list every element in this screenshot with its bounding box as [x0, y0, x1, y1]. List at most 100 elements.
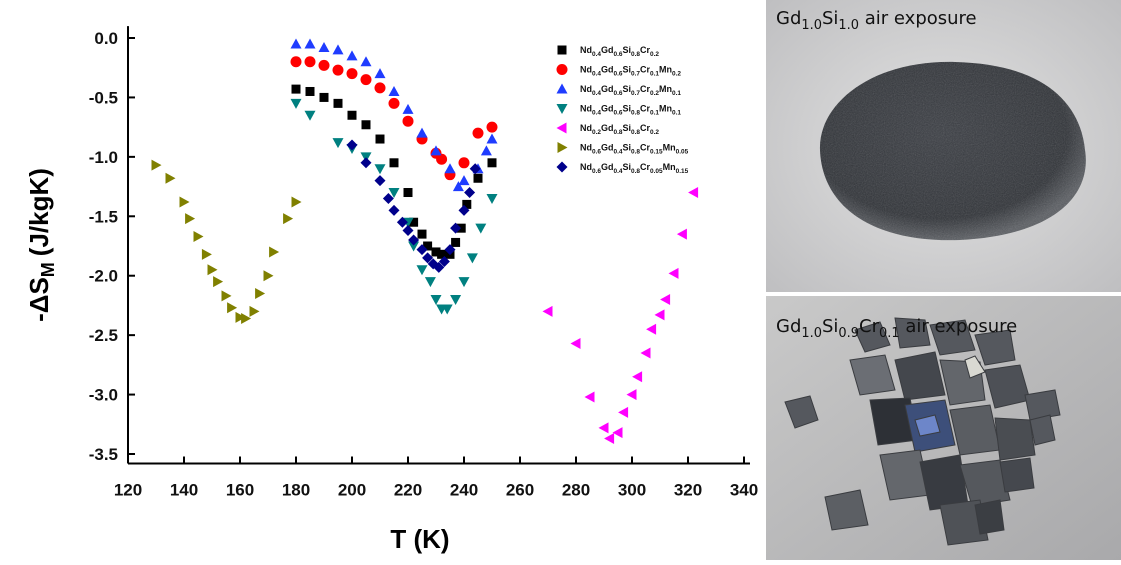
marker [332, 138, 344, 149]
marker [318, 59, 330, 71]
marker [319, 92, 329, 102]
x-tick-label: 320 [674, 481, 702, 500]
marker [654, 309, 665, 321]
marker [374, 164, 386, 175]
x-tick-label: 180 [282, 481, 310, 500]
marker [466, 253, 478, 264]
marker [676, 228, 687, 240]
y-axis-title-main: -ΔS [24, 277, 54, 322]
marker [201, 248, 212, 260]
marker [269, 246, 280, 258]
legend-label: Nd0.6Gd0.4Si0.8Cr0.15Mn0.05 [580, 143, 689, 156]
series [290, 38, 498, 192]
marker [458, 157, 470, 169]
y-axis-title-unit: (J/kgK) [24, 168, 54, 256]
marker [430, 145, 442, 156]
marker [487, 158, 497, 168]
marker [382, 192, 394, 204]
series [346, 139, 481, 273]
marker [450, 222, 462, 234]
x-tick-label: 300 [618, 481, 646, 500]
marker [290, 56, 302, 68]
marker [444, 163, 456, 174]
marker [221, 290, 232, 302]
marker [374, 82, 386, 94]
y-tick-label: -3.0 [89, 386, 118, 405]
marker [452, 181, 464, 192]
legend-marker [557, 142, 568, 153]
marker [304, 56, 316, 68]
legend-marker [556, 64, 568, 75]
marker [451, 237, 461, 247]
legend-marker [556, 122, 567, 134]
x-tick-label: 220 [394, 481, 422, 500]
marker [430, 294, 442, 305]
x-tick-label: 340 [730, 481, 758, 500]
marker [305, 86, 315, 96]
marker [241, 313, 252, 325]
legend-marker [556, 161, 568, 173]
marker [283, 213, 294, 225]
marker [438, 255, 450, 267]
marker [598, 422, 609, 434]
marker [473, 173, 483, 183]
marker [444, 244, 456, 256]
marker [263, 270, 274, 282]
marker [688, 187, 699, 199]
y-axis-title-sub: M [38, 262, 58, 277]
legend-marker [557, 45, 567, 55]
marker [423, 241, 433, 251]
y-axis-title: -ΔSM (J/kgK) [24, 168, 58, 322]
marker [402, 225, 414, 237]
y-tick-label: -2.5 [89, 326, 118, 345]
marker [388, 204, 400, 216]
marker [249, 305, 260, 317]
marker [542, 305, 553, 317]
y-tick-label: -1.0 [89, 148, 118, 167]
marker [458, 175, 470, 186]
marker [193, 230, 204, 242]
marker [346, 50, 358, 61]
marker [486, 193, 498, 204]
marker [360, 56, 372, 67]
legend-marker [556, 104, 568, 114]
x-tick-label: 140 [170, 481, 198, 500]
marker [462, 199, 472, 209]
marker [332, 44, 344, 55]
marker [632, 371, 643, 383]
marker [409, 217, 419, 227]
marker [475, 223, 487, 234]
legend-label: Nd0.2Gd0.8Si0.8Cr0.2 [580, 123, 659, 136]
legend-label: Nd0.4Gd0.6Si0.8Cr0.2 [580, 45, 659, 58]
marker [660, 293, 671, 305]
marker [360, 157, 372, 169]
marker [431, 247, 441, 257]
marker [360, 74, 372, 86]
marker [374, 175, 386, 187]
x-tick-label: 200 [338, 481, 366, 500]
marker [207, 264, 218, 276]
marker [570, 337, 581, 349]
marker [388, 97, 400, 109]
marker [290, 38, 302, 49]
marker [235, 311, 246, 323]
series [542, 187, 699, 445]
marker [402, 115, 414, 127]
marker [416, 265, 428, 276]
marker [185, 213, 196, 225]
marker [416, 127, 428, 138]
legend-label: Nd0.4Gd0.6Si0.7Cr0.1Mn0.2 [580, 65, 681, 78]
photo-caption: Gd1.0Si1.0 air exposure [776, 8, 977, 33]
marker [346, 139, 358, 151]
marker [416, 244, 428, 256]
x-tick-label: 120 [114, 481, 142, 500]
marker [472, 127, 484, 139]
series [151, 159, 302, 325]
marker [604, 433, 615, 445]
y-tick-label: -3.5 [89, 445, 118, 464]
marker [584, 391, 595, 403]
marker [347, 110, 357, 120]
marker [179, 196, 190, 208]
legend-label: Nd0.4Gd0.6Si0.7Cr0.2Mn0.1 [580, 84, 681, 97]
